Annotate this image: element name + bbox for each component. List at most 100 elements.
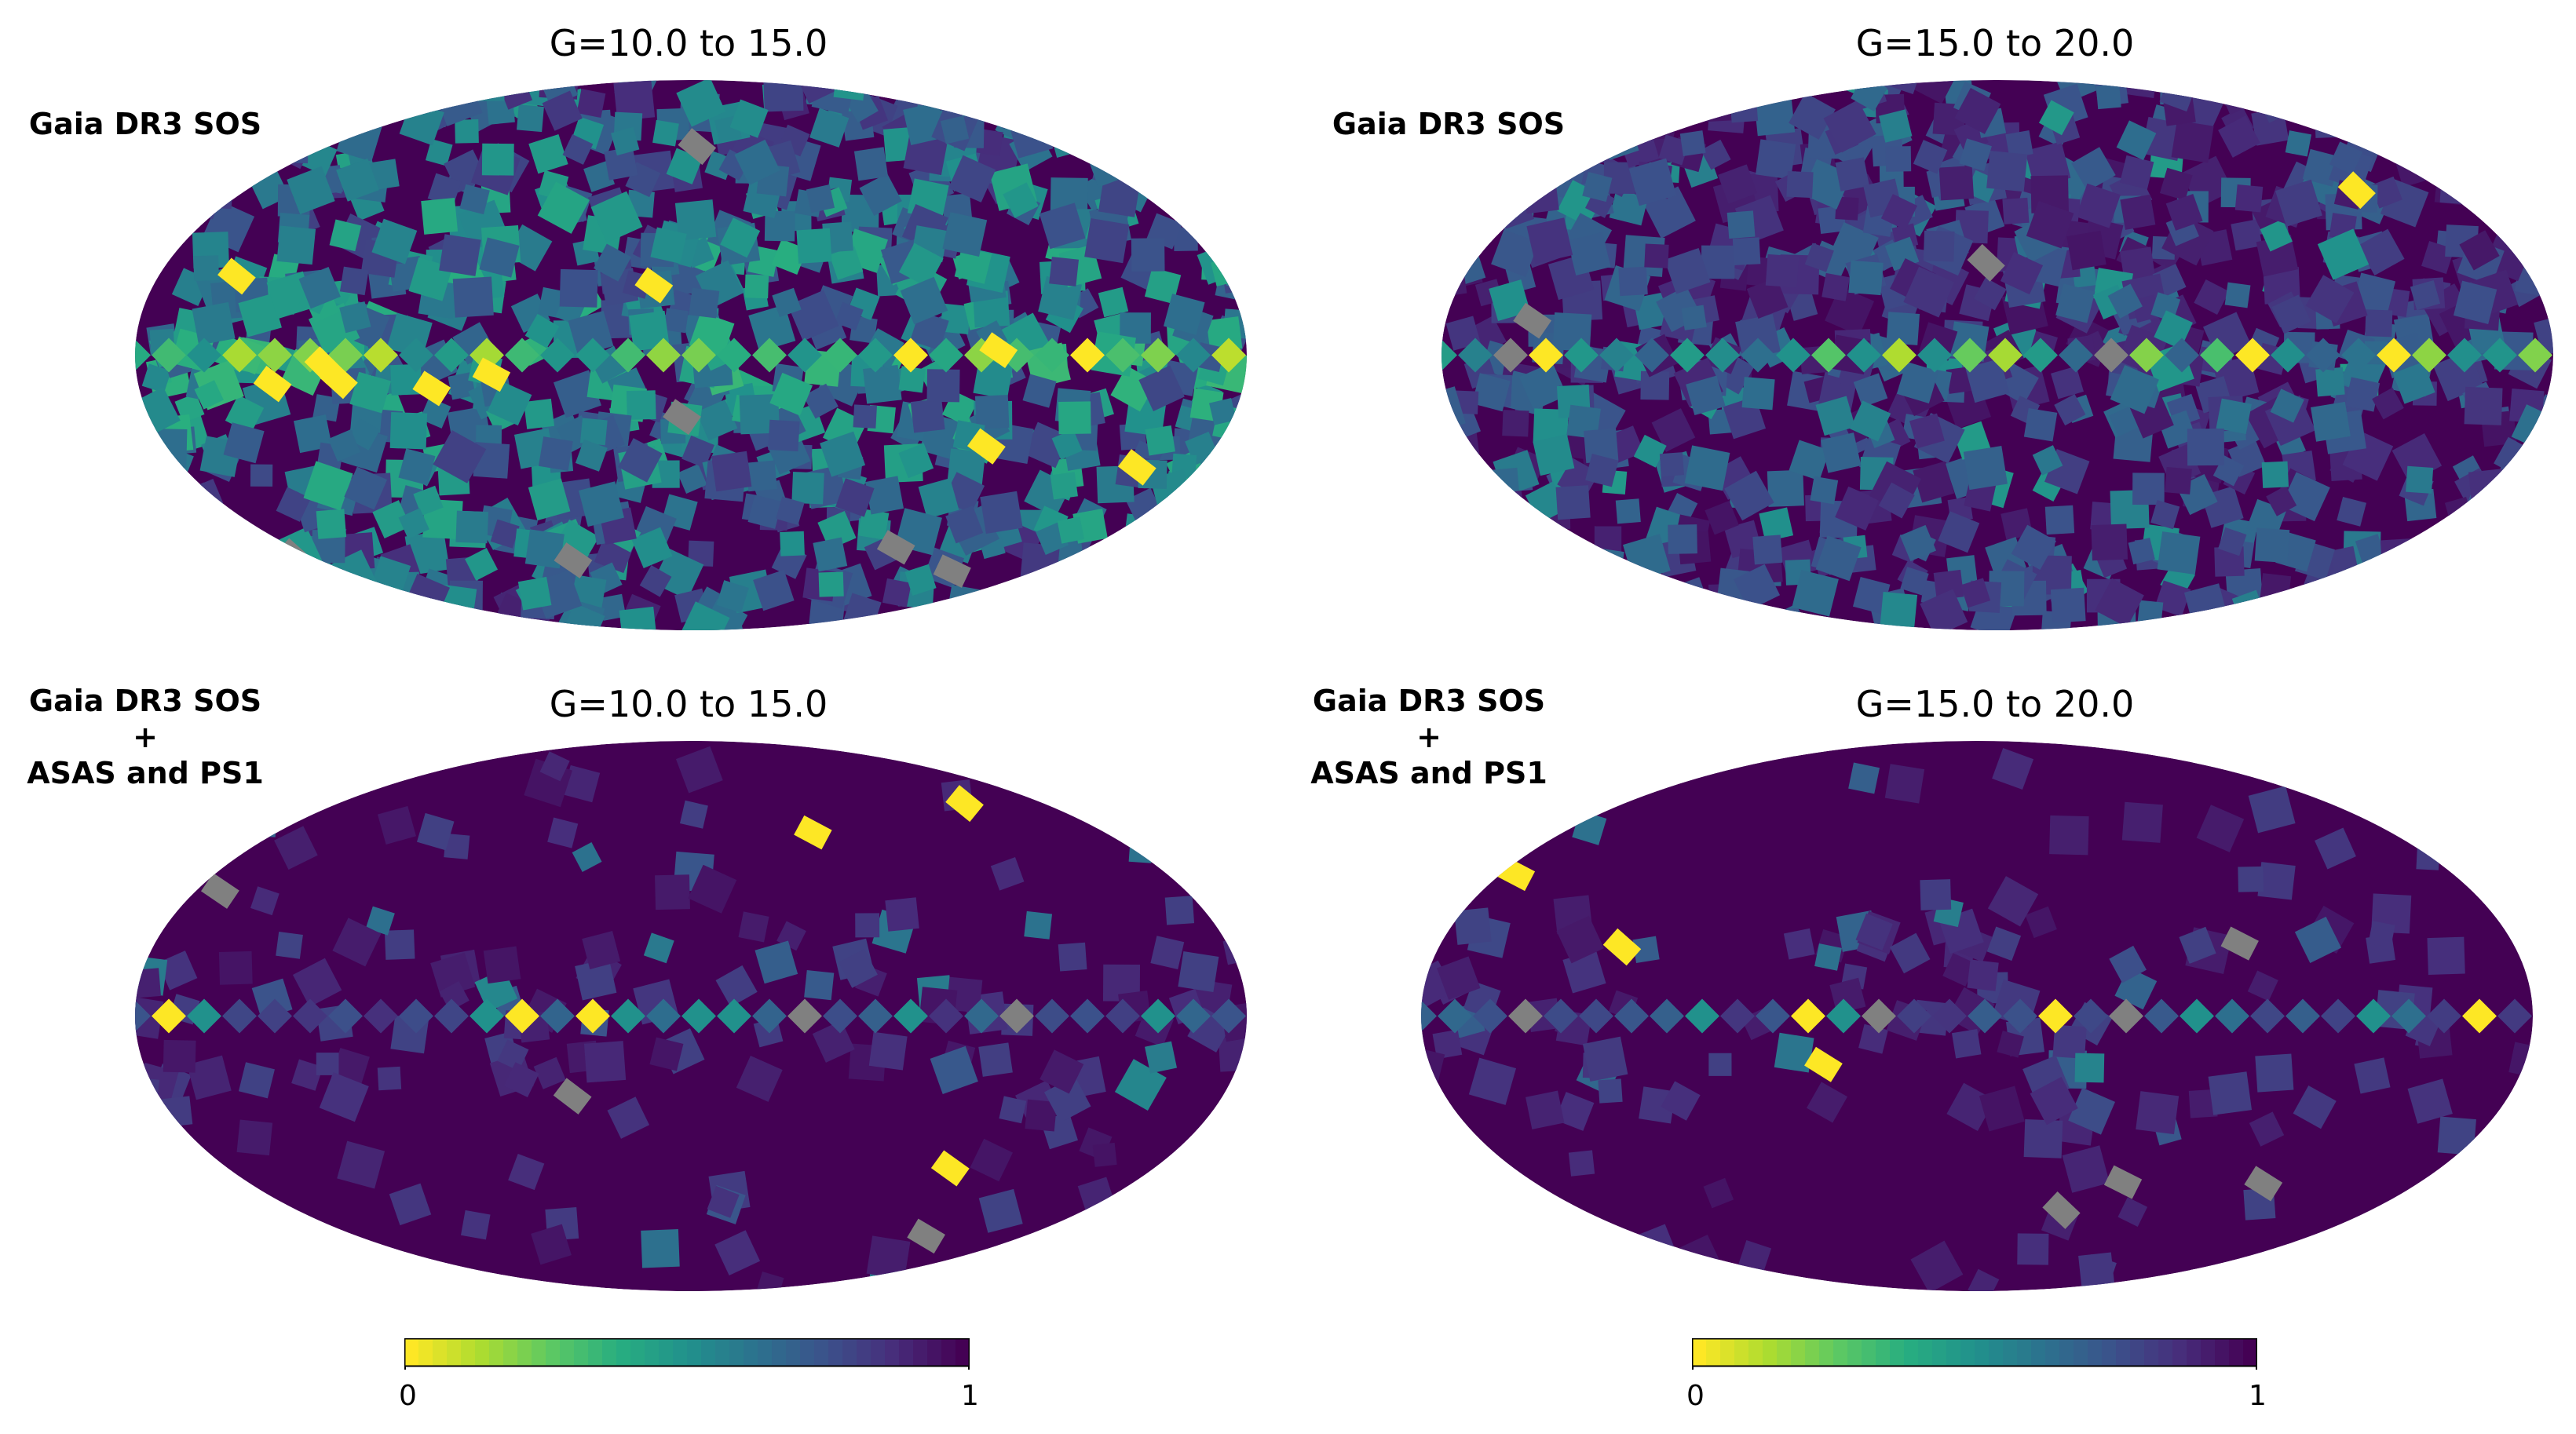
map-cell	[292, 958, 342, 1007]
map-cell	[254, 101, 286, 133]
plane-cell	[1070, 998, 1105, 1034]
map-cell	[2311, 401, 2351, 442]
map-cell	[135, 167, 166, 206]
map-cell	[882, 578, 912, 608]
map-cell	[2234, 184, 2264, 213]
colorbar-segment	[1734, 1338, 1749, 1366]
bright-cell	[253, 366, 292, 403]
map-cell	[2038, 100, 2074, 136]
map-cell	[2224, 282, 2251, 308]
map-cell	[204, 563, 247, 606]
map-cell	[1821, 272, 1851, 301]
map-cell	[147, 428, 188, 469]
map-cell	[940, 115, 970, 144]
plane-cell	[1670, 338, 1705, 373]
colorbar-segment	[1692, 1338, 1707, 1366]
map-cell	[561, 603, 605, 630]
map-cell	[430, 80, 461, 104]
map-cell	[465, 547, 499, 581]
mollweide-map-top-left	[135, 80, 1247, 630]
map-cell	[2427, 936, 2465, 975]
map-cell	[2366, 88, 2408, 131]
map-cell	[1139, 142, 1186, 189]
map-cell	[639, 564, 672, 597]
map-cell	[1753, 94, 1796, 137]
map-cell	[141, 363, 171, 393]
map-cell	[2071, 147, 2116, 192]
map-cell	[2062, 1145, 2110, 1193]
map-cell	[135, 808, 159, 853]
map-cell	[772, 287, 802, 318]
map-cell	[1038, 275, 1083, 320]
map-cell	[203, 513, 247, 556]
map-cell	[898, 443, 934, 479]
map-cell	[1885, 146, 1912, 172]
map-cell	[367, 80, 407, 111]
map-cell	[2294, 916, 2342, 964]
plane-cell	[1988, 338, 2022, 373]
row-label-line: Gaia DR3 SOS	[28, 107, 262, 141]
map-cell	[974, 395, 1010, 429]
map-cell	[2305, 275, 2355, 324]
map-cell	[813, 537, 848, 572]
map-cell	[791, 472, 824, 505]
map-cell	[2121, 801, 2163, 843]
map-cell	[2524, 611, 2553, 630]
map-cell	[1526, 217, 1573, 265]
map-cell	[1889, 932, 1931, 974]
plane-cell	[2341, 338, 2376, 373]
map-cell	[1679, 1265, 1715, 1291]
map-cell	[2413, 1253, 2452, 1291]
map-cell	[2257, 80, 2290, 108]
plane-cell	[1776, 338, 1811, 373]
map-cell	[1058, 942, 1087, 972]
colorbar-segment	[687, 1338, 702, 1366]
map-cell	[528, 134, 568, 174]
map-cell	[1835, 157, 1869, 192]
map-cell	[2296, 93, 2332, 129]
map-cell	[481, 143, 514, 176]
map-cell	[1603, 598, 1642, 630]
colorbar-segment	[1989, 1338, 2004, 1366]
map-cell	[768, 419, 800, 452]
map-cell	[990, 857, 1025, 891]
map-cell	[1032, 589, 1067, 623]
map-cell	[738, 911, 769, 943]
colorbar-segment	[546, 1338, 561, 1366]
map-cell	[1074, 559, 1111, 596]
map-cell	[2109, 406, 2139, 436]
map-cell	[1684, 445, 1730, 491]
map-cell	[1441, 578, 1471, 610]
map-cell	[796, 228, 832, 264]
plane-cell	[1847, 338, 1881, 373]
map-cell	[439, 234, 481, 276]
map-cell	[714, 1230, 761, 1276]
map-cell	[430, 952, 476, 998]
plane-cell	[540, 998, 575, 1034]
map-cell	[970, 1138, 1014, 1182]
map-cell	[280, 782, 309, 812]
map-cell	[1760, 608, 1802, 630]
map-cell	[194, 380, 224, 410]
panel-title-top-right: G=15.0 to 20.0	[1855, 22, 2135, 64]
colorbar-segment	[588, 1338, 603, 1366]
plane-cell	[2497, 998, 2532, 1034]
map-cell	[1536, 110, 1579, 152]
map-cell	[319, 1072, 369, 1122]
map-cell	[2054, 393, 2086, 426]
map-cell	[1568, 80, 1605, 101]
plane-cell	[2427, 998, 2461, 1034]
map-cell	[1626, 80, 1667, 105]
map-cell	[1896, 361, 1939, 403]
map-cell	[1114, 605, 1145, 630]
map-cell	[149, 80, 201, 110]
plane-cell	[505, 998, 539, 1034]
map-cell	[1652, 600, 1693, 630]
colorbar-segment	[2144, 1338, 2159, 1366]
map-cell	[2392, 361, 2435, 404]
map-cell	[2484, 578, 2519, 612]
map-cell	[652, 119, 679, 147]
map-cell	[568, 310, 614, 356]
colorbar-segment	[1862, 1338, 1876, 1366]
map-cell	[2416, 119, 2446, 149]
